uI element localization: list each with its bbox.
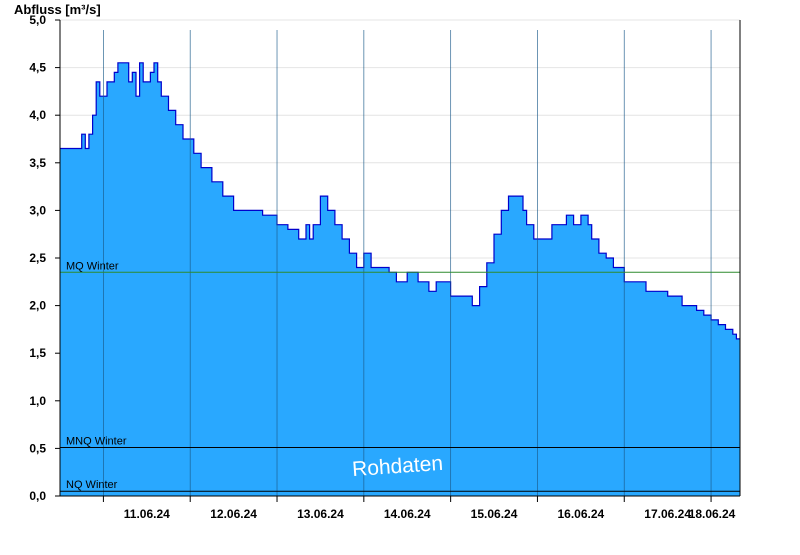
y-tick-label: 2,0: [29, 299, 46, 313]
y-tick-label: 3,0: [29, 203, 46, 217]
y-tick-label: 3,5: [29, 156, 46, 170]
x-tick-label: 17.06.24: [644, 507, 691, 521]
reference-line-label: MQ Winter: [66, 260, 119, 272]
x-tick-label: 12.06.24: [210, 507, 257, 521]
y-tick-label: 4,5: [29, 61, 46, 75]
axes: [55, 19, 741, 502]
x-tick-label: 16.06.24: [557, 507, 604, 521]
y-tick-label: 1,5: [29, 346, 46, 360]
y-tick-label: 1,0: [29, 394, 46, 408]
discharge-area: [60, 62, 740, 497]
x-tick-label: 18.06.24: [689, 507, 736, 521]
y-tick-label: 0,0: [29, 489, 46, 503]
y-tick-label: 5,0: [29, 13, 46, 27]
day-boundary-lines: [103, 30, 712, 496]
x-tick-label: 13.06.24: [297, 507, 344, 521]
reference-line-label: NQ Winter: [66, 479, 118, 491]
y-tick-label: 2,5: [29, 251, 46, 265]
reference-lines: MQ Winter MNQ Winter NQ Winter: [60, 260, 740, 492]
x-tick-label: 15.06.24: [471, 507, 518, 521]
y-tick-label: 0,5: [29, 441, 46, 455]
reference-line-label: MNQ Winter: [66, 435, 127, 447]
x-tick-label: 14.06.24: [384, 507, 431, 521]
y-axis-label: Abfluss [m³/s]: [14, 2, 101, 17]
tick-labels: 0,0 0,5 1,0 1,5 2,0 2,5 3,0 3,5 4,0 4,5 5,0 11.06.2…: [29, 13, 735, 521]
x-tick-label: 11.06.24: [124, 507, 170, 521]
y-tick-label: 4,0: [29, 108, 46, 122]
